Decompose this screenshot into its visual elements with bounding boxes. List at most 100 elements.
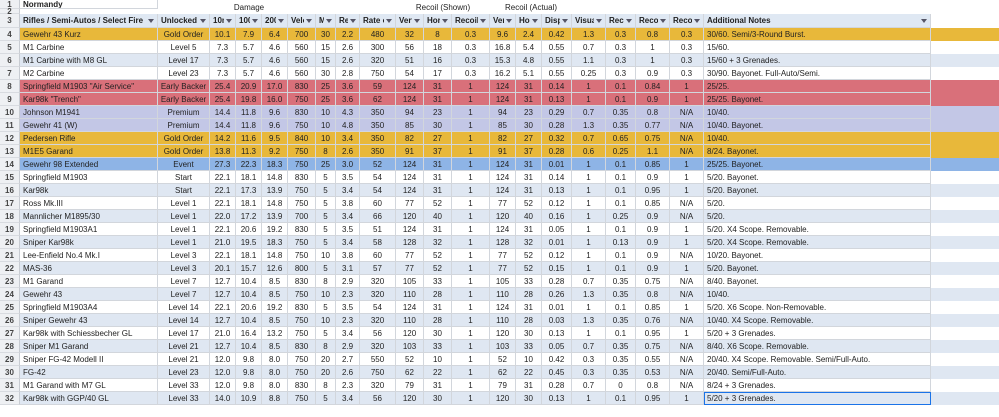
- data-cell[interactable]: 4.3: [336, 106, 360, 119]
- data-cell[interactable]: 10.1: [210, 28, 236, 41]
- data-cell[interactable]: 1: [452, 80, 490, 93]
- data-cell[interactable]: 0.45: [542, 366, 572, 379]
- data-cell[interactable]: 0.35: [606, 106, 636, 119]
- data-cell[interactable]: 0.75: [636, 275, 670, 288]
- data-cell[interactable]: 0.55: [542, 54, 572, 67]
- filter-dropdown-icon[interactable]: [694, 18, 700, 23]
- data-cell[interactable]: 10.4: [236, 275, 262, 288]
- notes-cell[interactable]: 30/90. Bayonet. Full-Auto/Semi.: [704, 67, 931, 80]
- data-cell[interactable]: 0.3: [452, 41, 490, 54]
- row-number[interactable]: 12: [0, 132, 20, 145]
- data-cell[interactable]: 1: [636, 54, 670, 67]
- row-number[interactable]: 2: [0, 7, 20, 16]
- data-cell[interactable]: Level 7: [158, 275, 210, 288]
- data-cell[interactable]: 0.95: [636, 327, 670, 340]
- data-cell[interactable]: N/A: [670, 106, 704, 119]
- data-cell[interactable]: 0.28: [542, 119, 572, 132]
- weapon-name-cell[interactable]: Springfield M1903A1: [20, 223, 158, 236]
- data-cell[interactable]: 57: [360, 262, 396, 275]
- weapon-name-cell[interactable]: Pedersen Rifle: [20, 132, 158, 145]
- data-cell[interactable]: 4.8: [516, 54, 542, 67]
- data-cell[interactable]: 0.3: [670, 41, 704, 54]
- data-cell[interactable]: 1.1: [636, 145, 670, 158]
- data-cell[interactable]: 66: [360, 210, 396, 223]
- data-cell[interactable]: 8: [316, 145, 336, 158]
- data-cell[interactable]: 1: [572, 158, 606, 171]
- data-cell[interactable]: 22.3: [236, 158, 262, 171]
- data-cell[interactable]: N/A: [670, 119, 704, 132]
- data-cell[interactable]: 6.4: [262, 28, 288, 41]
- data-cell[interactable]: 77: [490, 197, 516, 210]
- data-cell[interactable]: Level 14: [158, 314, 210, 327]
- data-cell[interactable]: 21.0: [210, 327, 236, 340]
- data-cell[interactable]: 18.3: [262, 158, 288, 171]
- data-cell[interactable]: 4.6: [262, 54, 288, 67]
- filter-dropdown-icon[interactable]: [148, 18, 154, 23]
- data-cell[interactable]: 840: [288, 132, 316, 145]
- data-cell[interactable]: 20.6: [236, 301, 262, 314]
- row-number[interactable]: 15: [0, 171, 20, 184]
- data-cell[interactable]: 750: [288, 93, 316, 106]
- data-cell[interactable]: 7.3: [210, 67, 236, 80]
- row-number[interactable]: 4: [0, 28, 20, 41]
- data-cell[interactable]: 1: [572, 80, 606, 93]
- data-cell[interactable]: 0.9: [636, 223, 670, 236]
- data-cell[interactable]: 1: [452, 314, 490, 327]
- row-number[interactable]: 10: [0, 106, 20, 119]
- data-cell[interactable]: 0.7: [572, 41, 606, 54]
- data-cell[interactable]: 0.7: [572, 275, 606, 288]
- data-cell[interactable]: 8: [424, 28, 452, 41]
- data-cell[interactable]: 0: [606, 379, 636, 392]
- data-cell[interactable]: 9.5: [262, 132, 288, 145]
- data-cell[interactable]: 17.3: [236, 184, 262, 197]
- data-cell[interactable]: 5: [316, 301, 336, 314]
- data-cell[interactable]: 52: [424, 249, 452, 262]
- data-cell[interactable]: 5: [316, 236, 336, 249]
- empty-cell[interactable]: [572, 0, 606, 9]
- data-cell[interactable]: 0.25: [606, 210, 636, 223]
- notes-cell[interactable]: 8/24 + 3 Grenades.: [704, 379, 931, 392]
- data-cell[interactable]: 32: [516, 236, 542, 249]
- notes-cell[interactable]: 25/25. Bayonet.: [704, 158, 931, 171]
- data-cell[interactable]: 54: [360, 184, 396, 197]
- data-cell[interactable]: 1: [572, 223, 606, 236]
- data-cell[interactable]: 23: [516, 106, 542, 119]
- data-cell[interactable]: 31: [424, 158, 452, 171]
- data-cell[interactable]: 0.32: [542, 132, 572, 145]
- weapon-name-cell[interactable]: M1 Garand with M7 GL: [20, 379, 158, 392]
- row-number[interactable]: 18: [0, 210, 20, 223]
- data-cell[interactable]: 25: [316, 80, 336, 93]
- filter-dropdown-icon[interactable]: [506, 18, 512, 23]
- data-cell[interactable]: 58: [360, 236, 396, 249]
- empty-cell[interactable]: [670, 0, 704, 9]
- data-cell[interactable]: 15: [316, 41, 336, 54]
- data-cell[interactable]: 5.4: [516, 41, 542, 54]
- column-header[interactable]: Horz: [516, 14, 542, 28]
- data-cell[interactable]: 79: [396, 379, 424, 392]
- data-cell[interactable]: 0.85: [636, 197, 670, 210]
- data-cell[interactable]: 1: [452, 184, 490, 197]
- data-cell[interactable]: 22: [516, 366, 542, 379]
- data-cell[interactable]: Early Backer: [158, 93, 210, 106]
- data-cell[interactable]: 5: [316, 223, 336, 236]
- data-cell[interactable]: 0.9: [636, 236, 670, 249]
- data-cell[interactable]: 2.9: [336, 275, 360, 288]
- data-cell[interactable]: Level 3: [158, 249, 210, 262]
- data-cell[interactable]: 94: [490, 106, 516, 119]
- data-cell[interactable]: 10.9: [236, 392, 262, 405]
- filter-dropdown-icon[interactable]: [921, 18, 927, 23]
- data-cell[interactable]: 17: [424, 67, 452, 80]
- data-cell[interactable]: 4.6: [262, 67, 288, 80]
- data-cell[interactable]: 51: [360, 223, 396, 236]
- data-cell[interactable]: 0.65: [606, 132, 636, 145]
- data-cell[interactable]: 120: [490, 392, 516, 405]
- data-cell[interactable]: 3.4: [336, 327, 360, 340]
- data-cell[interactable]: 0.7: [572, 132, 606, 145]
- empty-cell[interactable]: [316, 0, 336, 9]
- data-cell[interactable]: 52: [360, 158, 396, 171]
- data-cell[interactable]: 0.1: [606, 392, 636, 405]
- data-cell[interactable]: 54: [360, 301, 396, 314]
- data-cell[interactable]: N/A: [670, 379, 704, 392]
- data-cell[interactable]: 60: [360, 197, 396, 210]
- data-cell[interactable]: 1: [452, 379, 490, 392]
